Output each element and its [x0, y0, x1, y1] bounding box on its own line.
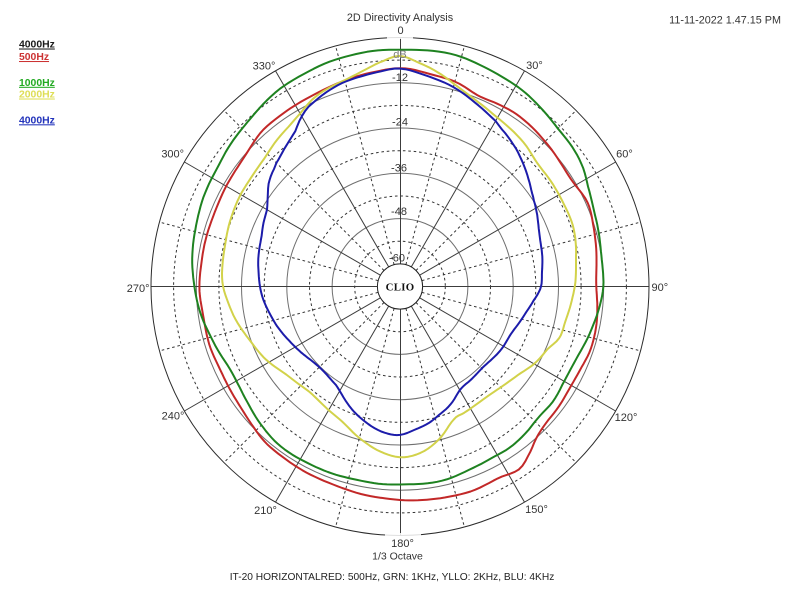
svg-text:30°: 30° [526, 60, 543, 72]
svg-text:1000Hz: 1000Hz [19, 78, 55, 89]
svg-text:300°: 300° [161, 149, 184, 161]
svg-text:240°: 240° [162, 411, 185, 423]
svg-text:150°: 150° [525, 504, 548, 516]
svg-text:-48: -48 [391, 206, 407, 218]
svg-text:120°: 120° [615, 412, 638, 424]
svg-text:210°: 210° [254, 505, 277, 517]
svg-text:-36: -36 [391, 163, 407, 175]
svg-text:270°: 270° [127, 283, 150, 295]
svg-text:330°: 330° [253, 61, 276, 73]
svg-text:500Hz: 500Hz [19, 52, 49, 63]
svg-text:2000Hz: 2000Hz [19, 90, 55, 101]
svg-text:60°: 60° [616, 149, 633, 161]
svg-text:1/3 Octave: 1/3 Octave [372, 551, 423, 563]
svg-text:2D Directivity Analysis: 2D Directivity Analysis [347, 12, 454, 24]
svg-text:CLIO: CLIO [386, 282, 415, 294]
svg-text:180°: 180° [391, 538, 414, 550]
svg-text:-12: -12 [392, 72, 408, 84]
svg-text:90°: 90° [652, 282, 669, 294]
svg-text:-24: -24 [392, 117, 408, 129]
svg-text:-60: -60 [389, 253, 405, 265]
svg-text:4000Hz: 4000Hz [19, 40, 55, 51]
svg-text:4000Hz: 4000Hz [19, 115, 55, 126]
svg-text:0: 0 [397, 25, 403, 37]
svg-text:dB: dB [393, 49, 406, 61]
svg-text:11-11-2022 1.47.15 PM: 11-11-2022 1.47.15 PM [669, 14, 781, 26]
svg-text:IT-20 HORIZONTALRED: 500Hz, GR: IT-20 HORIZONTALRED: 500Hz, GRN: 1KHz, Y… [230, 572, 555, 583]
